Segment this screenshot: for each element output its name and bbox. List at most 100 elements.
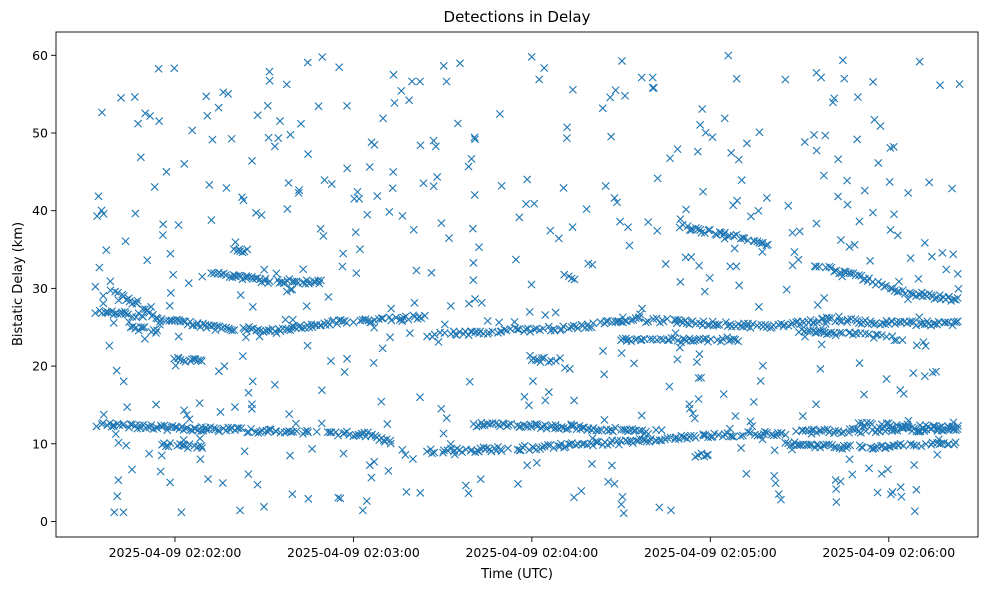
data-point (312, 427, 321, 436)
data-point (617, 500, 626, 509)
data-point (119, 377, 128, 386)
data-point (692, 358, 701, 367)
data-point (619, 425, 628, 434)
data-point (725, 424, 734, 433)
data-point (836, 328, 845, 337)
data-point (124, 310, 132, 319)
data-point (954, 421, 962, 430)
data-point (666, 154, 675, 163)
data-point (652, 314, 661, 323)
data-point (567, 439, 576, 448)
data-point (288, 285, 297, 294)
data-point (158, 231, 167, 240)
data-point (243, 245, 252, 254)
data-point (831, 331, 840, 340)
data-point (763, 428, 772, 437)
data-point (334, 431, 343, 440)
data-point (163, 426, 172, 435)
data-point (248, 377, 257, 386)
data-point (97, 108, 106, 117)
data-point (439, 429, 448, 438)
data-point (513, 325, 522, 334)
data-point (317, 419, 326, 428)
data-point (314, 102, 323, 111)
data-point (113, 492, 122, 501)
data-point (303, 426, 312, 435)
data-point (906, 254, 915, 263)
data-point (174, 354, 183, 363)
y-axis-ticks: 0 10 20 30 40 50 60 (32, 48, 56, 529)
chart-title: Detections in Delay (444, 8, 591, 26)
data-point (932, 367, 941, 376)
data-point (705, 273, 714, 282)
data-point (511, 255, 520, 264)
data-point (179, 317, 188, 326)
data-point (114, 476, 123, 485)
data-point (577, 487, 586, 496)
data-point (630, 359, 639, 368)
plot-frame (55, 31, 979, 538)
data-point (379, 114, 388, 123)
data-point (606, 93, 615, 102)
data-point (903, 295, 912, 304)
data-point (434, 337, 443, 346)
x-axis-label: Time (UTC) (480, 567, 553, 582)
data-point (568, 85, 577, 94)
data-point (721, 318, 730, 327)
data-point (676, 277, 685, 286)
data-point (261, 274, 270, 283)
data-point (696, 225, 705, 234)
data-point (611, 86, 620, 95)
data-point (265, 67, 274, 76)
data-point (942, 265, 951, 274)
data-point (195, 434, 204, 443)
data-point (362, 497, 371, 506)
data-point (840, 74, 849, 83)
data-point (339, 249, 348, 258)
data-point (363, 210, 372, 219)
y-tick-label: 20 (32, 359, 48, 374)
data-point (636, 310, 645, 319)
data-point (934, 435, 943, 444)
data-point (860, 390, 869, 399)
data-point (825, 440, 834, 449)
data-point (237, 424, 246, 433)
data-point (877, 469, 886, 478)
data-point (737, 444, 746, 453)
data-point (265, 76, 274, 85)
data-point (318, 53, 327, 62)
data-point (781, 438, 790, 447)
data-point (415, 77, 424, 86)
data-point (882, 281, 890, 290)
data-point (718, 334, 727, 343)
data-point (637, 335, 646, 344)
data-point (608, 427, 617, 436)
data-point (782, 285, 791, 294)
data-point (211, 326, 220, 335)
data-point (282, 80, 291, 89)
data-point (316, 276, 325, 285)
data-point (866, 256, 875, 265)
data-point (910, 424, 919, 433)
data-point (820, 293, 829, 302)
data-point (170, 64, 179, 73)
data-point (729, 231, 738, 240)
data-point (731, 412, 740, 421)
data-point (202, 425, 211, 434)
data-point (926, 425, 935, 434)
data-point (497, 446, 506, 455)
data-point (801, 332, 809, 341)
data-point (900, 289, 909, 298)
data-point (899, 441, 908, 450)
data-point (730, 244, 739, 253)
data-point (458, 448, 467, 457)
data-point (755, 128, 764, 137)
data-point (263, 101, 272, 110)
data-point (748, 319, 757, 328)
data-point (513, 445, 522, 454)
data-point (685, 226, 694, 235)
data-point (524, 401, 533, 410)
data-point (295, 186, 304, 195)
data-point (495, 110, 504, 118)
data-point (838, 272, 847, 281)
